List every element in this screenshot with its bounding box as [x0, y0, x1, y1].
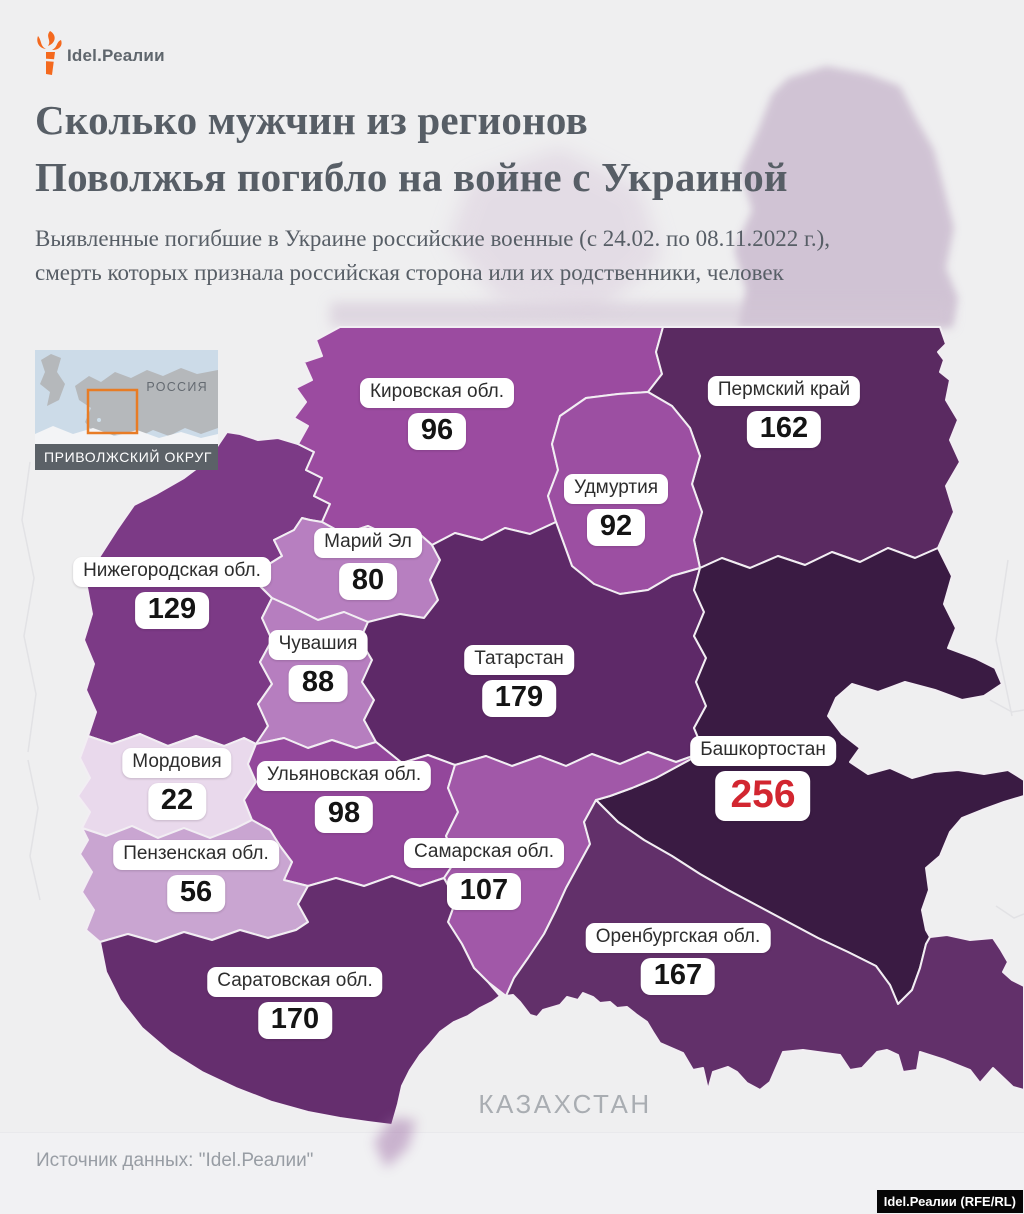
- label-mordovia: Мордовия 22: [122, 748, 232, 820]
- region-name: Пермский край: [707, 376, 861, 406]
- logo-text: Idel.Реалии: [67, 46, 165, 65]
- label-permsky-krai: Пермский край 162: [707, 376, 861, 448]
- label-chuvashia: Чувашия 88: [268, 630, 368, 702]
- district-highlight-box: [86, 388, 139, 435]
- region-value: 88: [288, 665, 348, 702]
- region-name: Ульяновская обл.: [256, 761, 432, 791]
- page-title: Сколько мужчин из регионов Поволжья поги…: [35, 92, 788, 206]
- page-subtitle: Выявленные погибшие в Украине российские…: [35, 222, 830, 290]
- label-udmurtia: Удмуртия 92: [564, 474, 668, 546]
- faded-silhouette-left: [448, 148, 662, 312]
- label-mari-el: Марий Эл 80: [314, 528, 422, 600]
- region-name: Оренбургская обл.: [585, 923, 771, 953]
- background-border-lines: [21, 461, 1024, 919]
- region-name: Марий Эл: [314, 528, 422, 558]
- region-name: Пензенская обл.: [113, 840, 279, 870]
- torch-flame-icon: [37, 31, 62, 75]
- faded-map-tip: [374, 1118, 416, 1168]
- inset-locator-map: РОССИЯ ПРИВОЛЖСКИЙ ОКРУГ: [35, 350, 218, 470]
- region-name: Мордовия: [122, 748, 232, 778]
- region-value: 129: [134, 592, 210, 629]
- region-value: 80: [338, 563, 398, 600]
- label-samarskaya: Самарская обл. 107: [403, 838, 565, 910]
- label-tatarstan: Татарстан 179: [464, 645, 574, 717]
- inset-country-label: РОССИЯ: [146, 380, 208, 394]
- label-penzenskaya: Пензенская обл. 56: [113, 840, 279, 912]
- region-value: 179: [481, 680, 557, 717]
- label-bashkortostan: Башкортостан 256: [690, 736, 836, 821]
- footer-divider: [0, 1132, 1024, 1133]
- region-name: Кировская обл.: [359, 378, 515, 408]
- faded-silhouette-right: [734, 66, 958, 327]
- region-name: Самарская обл.: [403, 838, 565, 868]
- inset-caption: ПРИВОЛЖСКИЙ ОКРУГ: [35, 444, 218, 470]
- region-value: 170: [257, 1002, 333, 1039]
- region-name: Нижегородская обл.: [73, 557, 271, 587]
- label-kirovskaya: Кировская обл. 96: [359, 378, 515, 450]
- region-value: 107: [446, 873, 522, 910]
- region-name: Саратовская обл.: [207, 967, 383, 997]
- label-orenburgskaya: Оренбургская обл. 167: [585, 923, 771, 995]
- title-line-2: Поволжья погибло на войне с Украиной: [35, 154, 788, 200]
- logo: Idel.Реалии: [36, 30, 165, 76]
- data-source: Источник данных: "Idel.Реалии": [36, 1150, 314, 1171]
- label-saratovskaya: Саратовская обл. 170: [207, 967, 383, 1039]
- copyright-badge: Idel.Реалии (RFE/RL): [876, 1190, 1023, 1213]
- region-value: 96: [407, 413, 467, 450]
- subtitle-line-1: Выявленные погибшие в Украине российские…: [35, 226, 831, 251]
- title-line-1: Сколько мужчин из регионов: [35, 97, 588, 143]
- faded-silhouette-band: [330, 302, 952, 327]
- label-nizhegorodskaya: Нижегородская обл. 129: [73, 557, 271, 629]
- region-name: Чувашия: [268, 630, 368, 660]
- region-saratovskaya: [99, 875, 501, 1126]
- region-value: 92: [586, 509, 646, 546]
- region-value: 56: [166, 875, 226, 912]
- region-value: 22: [147, 783, 207, 820]
- region-value: 162: [746, 411, 822, 448]
- region-value: 167: [640, 958, 716, 995]
- subtitle-line-2: смерть которых признала российская сторо…: [35, 260, 784, 285]
- kazakhstan-label: КАЗАХСТАН: [478, 1089, 652, 1119]
- region-name: Удмуртия: [564, 474, 668, 504]
- region-name: Башкортостан: [690, 736, 836, 766]
- label-ulyanovskaya: Ульяновская обл. 98: [256, 761, 432, 833]
- region-name: Татарстан: [464, 645, 574, 675]
- region-value: 256: [715, 771, 811, 821]
- region-value: 98: [314, 796, 374, 833]
- footer-band: [0, 1132, 1024, 1214]
